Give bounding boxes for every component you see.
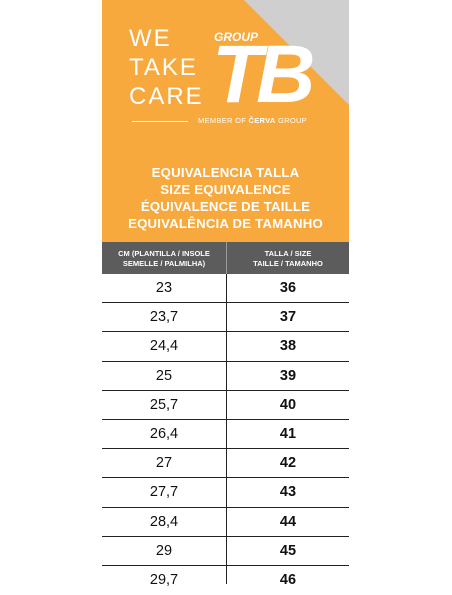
title-fr: ÉQUIVALENCE DE TAILLE (140, 199, 311, 214)
table-body: 23 36 23,7 37 24,4 38 25 39 25,7 40 26,4 41 27… (102, 274, 349, 595)
title-es: EQUIVALENCIA TALLA (151, 165, 300, 180)
size-cell: 38 (279, 338, 297, 355)
logo-group-text: GROUP (214, 30, 259, 44)
size-cell: 36 (279, 280, 297, 297)
member-suffix: GROUP (277, 116, 307, 125)
cm-cell: 29 (155, 542, 173, 559)
table-row: 29 45 (102, 537, 349, 566)
title-pt: EQUIVALÊNCIA DE TAMANHO (128, 216, 323, 231)
cm-cell: 23 (155, 280, 173, 297)
header-cm-line: SEMELLE / PALMILHA) (122, 259, 206, 268)
table-row: 27,7 43 (102, 478, 349, 508)
cm-cell: 27 (155, 455, 173, 472)
size-cell: 37 (279, 309, 297, 326)
size-cell: 45 (279, 542, 297, 559)
header-cm: CM (PLANTILLA / INSOLE SEMELLE / PALMILH… (102, 249, 226, 269)
member-of-line: MEMBER OF ČERVA GROUP (198, 116, 307, 125)
table-row: 26,4 41 (102, 420, 349, 450)
size-cell: 44 (279, 513, 297, 530)
table-row: 24,4 38 (102, 332, 349, 362)
size-chart-card: WE TAKE CARE GROUP TB MEMBER OF ČERVA GR… (102, 0, 349, 588)
table-row: 27 42 (102, 449, 349, 479)
member-prefix: MEMBER OF (198, 116, 247, 125)
cm-cell: 25 (155, 367, 173, 384)
size-cell: 46 (279, 572, 297, 589)
corner-accent (244, 0, 349, 105)
tb-logo-icon: GROUP TB (212, 29, 319, 112)
header-size-line: TAILLE / TAMANHO (253, 259, 323, 268)
column-divider (226, 274, 227, 584)
cm-cell: 27,7 (149, 484, 179, 501)
size-cell: 39 (279, 367, 297, 384)
header-size: TALLA / SIZE TAILLE / TAMANHO (227, 249, 349, 269)
column-divider (226, 242, 227, 274)
size-cell: 40 (279, 396, 297, 413)
table-row: 23,7 37 (102, 303, 349, 333)
header-cm-line: CM (PLANTILLA / INSOLE (118, 249, 210, 258)
table-header: CM (PLANTILLA / INSOLE SEMELLE / PALMILH… (102, 242, 349, 274)
slogan-line: TAKE (129, 54, 198, 81)
header-size-line: TALLA / SIZE (264, 249, 312, 258)
table-row: 25,7 40 (102, 391, 349, 420)
chart-titles: EQUIVALENCIA TALLA SIZE EQUIVALENCE ÉQUI… (102, 164, 349, 232)
size-cell: 43 (279, 484, 297, 501)
table-row: 23 36 (102, 274, 349, 304)
cm-cell: 24,4 (149, 338, 179, 355)
cm-cell: 28,4 (149, 513, 179, 530)
table-row: 28,4 44 (102, 508, 349, 537)
member-company: ČERVA (248, 116, 276, 125)
cm-cell: 29,7 (149, 572, 179, 589)
cm-cell: 26,4 (149, 426, 179, 443)
slogan-line: CARE (129, 83, 204, 110)
table-row: 29,7 46 (102, 566, 349, 595)
size-cell: 42 (279, 455, 297, 472)
slogan: WE TAKE CARE (129, 24, 204, 111)
slogan-divider (132, 121, 188, 122)
logo-tb-text: TB (212, 29, 313, 112)
title-en: SIZE EQUIVALENCE (160, 182, 291, 197)
size-cell: 41 (279, 426, 297, 443)
table-row: 25 39 (102, 362, 349, 391)
cm-cell: 23,7 (149, 309, 179, 326)
brand-header: WE TAKE CARE GROUP TB MEMBER OF ČERVA GR… (102, 0, 349, 242)
cm-cell: 25,7 (149, 396, 179, 413)
slogan-line: WE (129, 25, 172, 52)
